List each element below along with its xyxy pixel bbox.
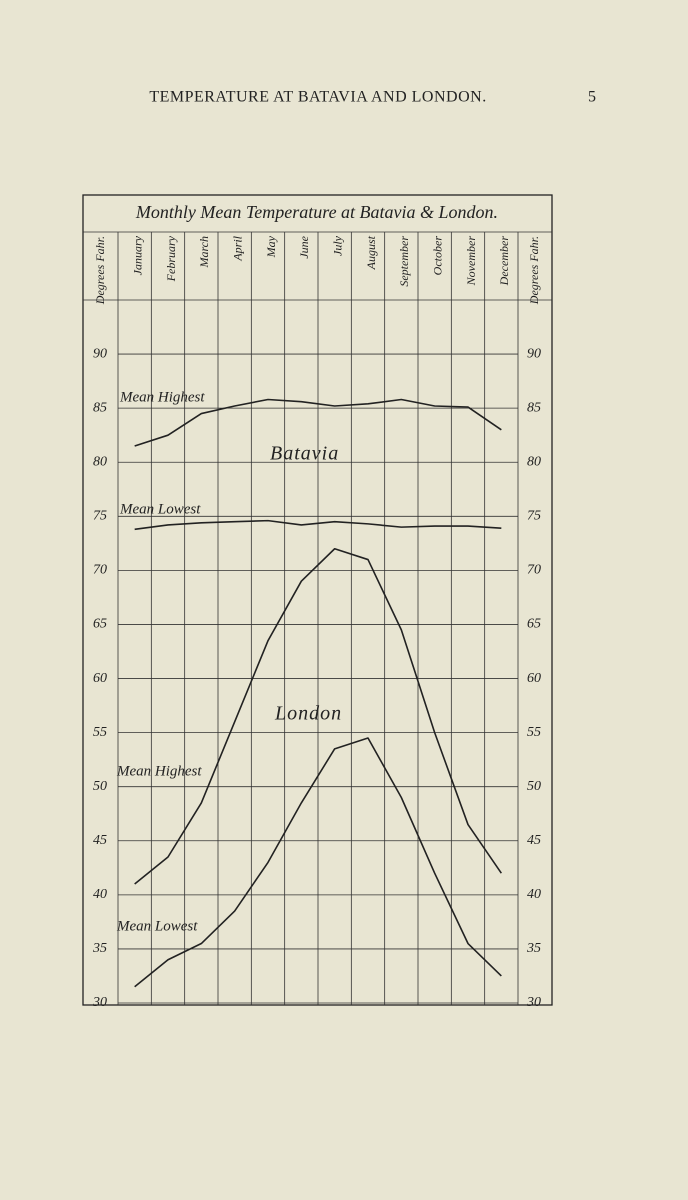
series-line <box>134 398 502 447</box>
month-label: March <box>197 236 211 269</box>
y-tick-label: 75 <box>93 509 107 524</box>
y-tick-label-right: 70 <box>527 563 541 578</box>
month-label: June <box>297 235 311 258</box>
y-tick-label: 70 <box>93 563 107 578</box>
y-tick-label-right: 90 <box>527 346 541 361</box>
place-label: London <box>274 703 342 725</box>
page-number: 5 <box>588 89 596 106</box>
y-tick-label: 40 <box>93 887 107 902</box>
place-label: Batavia <box>270 443 339 465</box>
series-line <box>134 519 502 531</box>
y-tick-label-right: 40 <box>527 887 541 902</box>
series-line <box>134 547 502 885</box>
y-tick-label: 85 <box>93 400 107 415</box>
y-tick-label: 50 <box>93 779 107 794</box>
y-tick-label-right: 30 <box>526 995 541 1010</box>
y-tick-label-right: 75 <box>527 509 541 524</box>
y-tick-label-right: 45 <box>527 833 541 848</box>
y-tick-label-right: 35 <box>526 941 541 956</box>
month-label: November <box>464 236 478 287</box>
y-tick-label: 80 <box>93 454 107 469</box>
y-tick-label-right: 60 <box>527 671 541 686</box>
y-tick-label: 90 <box>93 346 107 361</box>
month-label: September <box>397 236 411 287</box>
axis-label-left: Degrees Fahr. <box>93 236 107 305</box>
y-tick-label-right: 50 <box>527 779 541 794</box>
month-label: July <box>330 235 344 256</box>
month-label: January <box>130 235 144 275</box>
month-label: October <box>430 236 444 276</box>
y-tick-label-right: 80 <box>527 454 541 469</box>
y-tick-label-right: 85 <box>527 400 541 415</box>
month-label: May <box>264 235 278 258</box>
month-label: February <box>164 235 178 282</box>
chart-frame <box>82 194 553 1006</box>
series-label: Mean Lowest <box>116 918 198 934</box>
month-label: December <box>497 236 511 287</box>
month-label: August <box>364 235 378 270</box>
y-tick-label-right: 65 <box>527 617 541 632</box>
axis-label-right: Degrees Fahr. <box>527 236 541 305</box>
y-tick-label: 55 <box>93 725 107 740</box>
y-tick-label: 45 <box>93 833 107 848</box>
running-head: TEMPERATURE AT BATAVIA AND LONDON. <box>149 89 486 106</box>
series-label: Mean Highest <box>119 389 205 405</box>
y-tick-label: 65 <box>93 617 107 632</box>
series-label: Mean Highest <box>116 763 202 779</box>
series-label: Mean Lowest <box>119 501 201 517</box>
chart-title: Monthly Mean Temperature at Batavia & Lo… <box>135 202 498 222</box>
y-tick-label: 30 <box>92 995 107 1010</box>
y-tick-label-right: 55 <box>527 725 541 740</box>
series-line <box>134 737 502 988</box>
y-tick-label: 35 <box>92 941 107 956</box>
y-tick-label: 60 <box>93 671 107 686</box>
month-label: April <box>230 235 244 261</box>
